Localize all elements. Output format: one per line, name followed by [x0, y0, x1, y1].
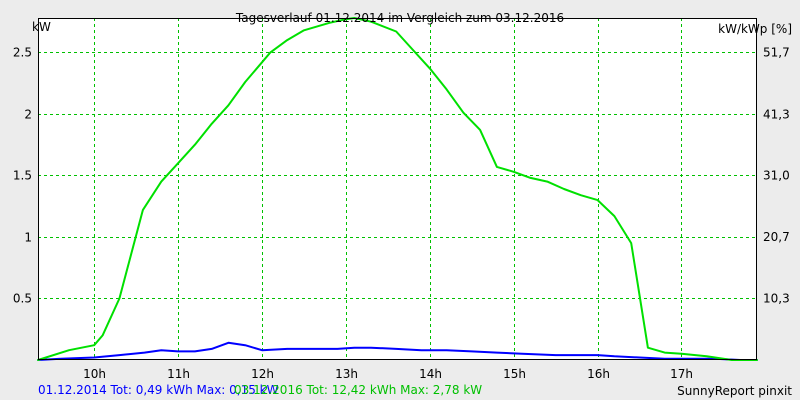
- y-tick-label-right: 10,3: [763, 292, 790, 306]
- series-line-2016: [37, 17, 758, 361]
- y-tick-label-right: 51,7: [763, 45, 790, 59]
- credit-label: SunnyReport pinxit: [677, 384, 792, 398]
- series-line-2014: [37, 341, 758, 361]
- y-tick-label-right: 20,7: [763, 230, 790, 244]
- y-tick-label-left: 1.5: [13, 169, 32, 183]
- x-tick-label: 12h: [251, 367, 274, 381]
- y-tick-label-left: 2.5: [13, 46, 32, 60]
- x-tick-label: 14h: [419, 367, 442, 381]
- series1-summary: 01.12.2014 Tot: 0,49 kWh Max: 0,15 kW: [38, 383, 279, 397]
- grid-lines: [38, 18, 757, 360]
- x-tick-label: 16h: [587, 367, 610, 381]
- y-tick-label-left: 1: [24, 231, 32, 245]
- plot-area: [38, 18, 757, 360]
- x-tick-label: 15h: [503, 367, 526, 381]
- y-tick-label-right: 31,0: [763, 169, 790, 183]
- x-tick-label: 11h: [167, 367, 190, 381]
- series2-summary: 03.12.2016 Tot: 12,42 kWh Max: 2,78 kW: [234, 383, 483, 397]
- y-axis-label-right: kW/kWp [%]: [718, 22, 792, 36]
- chart-title: Tagesverlauf 01.12.2014 im Vergleich zum…: [235, 11, 565, 25]
- plot-frame: [38, 18, 757, 360]
- y-tick-label-left: 0.5: [13, 292, 32, 306]
- tick-labels: 10h 11h 12h 13h 14h 15h 16h 17h 0.5 1 1.5 2 2.5 10,3 2…: [13, 45, 790, 381]
- y-axis-label-left: kW: [32, 20, 51, 34]
- y-tick-label-right: 41,3: [763, 107, 790, 121]
- series-layer: [37, 17, 758, 361]
- x-tick-label: 17h: [670, 367, 693, 381]
- y-tick-label-left: 2: [24, 108, 32, 122]
- x-tick-label: 10h: [83, 367, 106, 381]
- x-tick-label: 13h: [335, 367, 358, 381]
